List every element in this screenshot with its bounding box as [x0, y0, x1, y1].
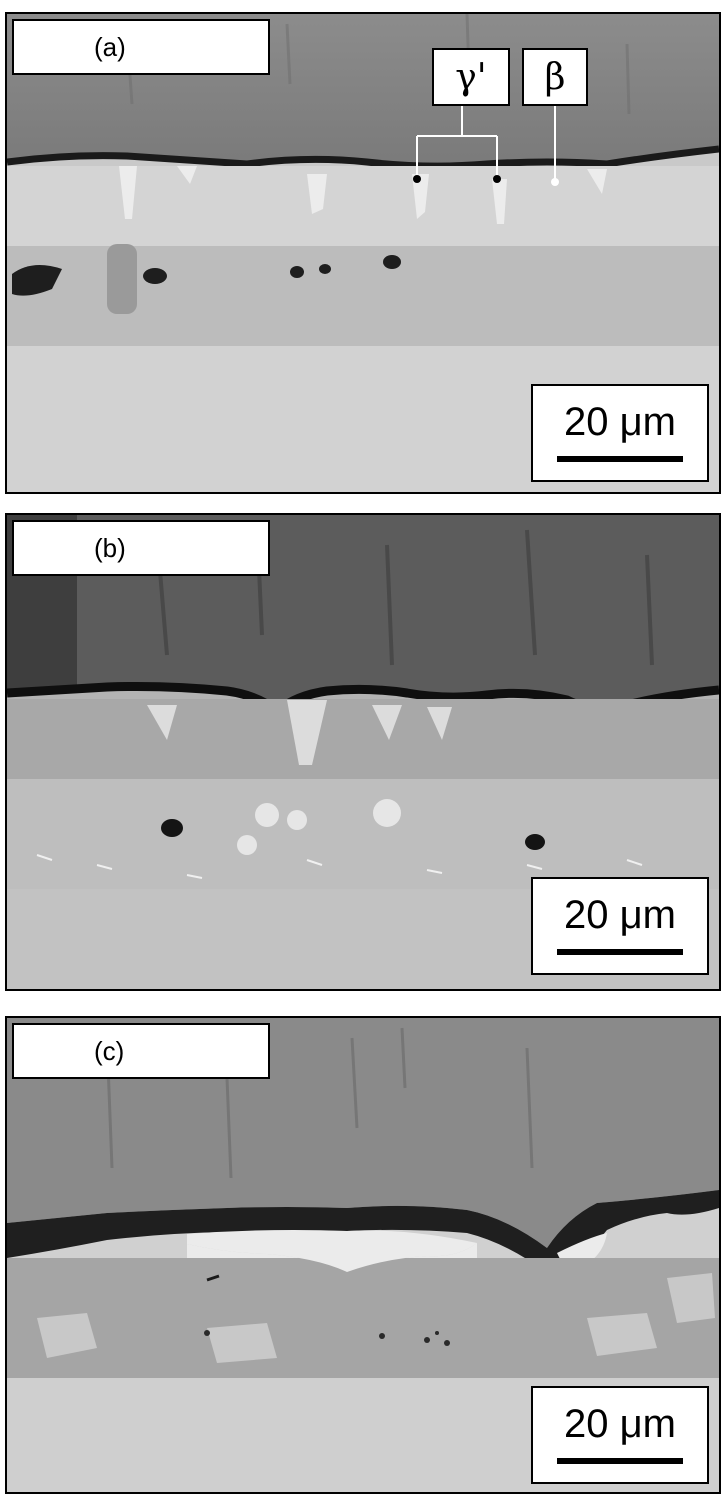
micrograph-panel-a: (a) γ' β 20 μm — [5, 12, 721, 494]
micrograph-image-a — [7, 14, 719, 492]
micrograph-panel-c: (c) 20 μm — [5, 1016, 721, 1494]
scale-bar-label-a: 20 μm — [564, 400, 676, 444]
scale-bar-c: 20 μm — [531, 1386, 709, 1484]
scale-bar-b: 20 μm — [531, 877, 709, 975]
phase-leader-lines — [413, 106, 559, 186]
scale-bar-label-c: 20 μm — [564, 1402, 676, 1446]
panel-label-a: (a) — [12, 19, 270, 75]
scale-bar-line-b — [557, 949, 683, 955]
panel-label-c: (c) — [12, 1023, 270, 1079]
beta-label: β — [522, 48, 588, 106]
scale-bar-a: 20 μm — [531, 384, 709, 482]
micrograph-panel-b: (b) 20 μm — [5, 513, 721, 991]
panel-label-b: (b) — [12, 520, 270, 576]
scale-bar-line-a — [557, 456, 683, 462]
gamma-prime-label: γ' — [432, 48, 510, 106]
scale-bar-label-b: 20 μm — [564, 893, 676, 937]
scale-bar-line-c — [557, 1458, 683, 1464]
